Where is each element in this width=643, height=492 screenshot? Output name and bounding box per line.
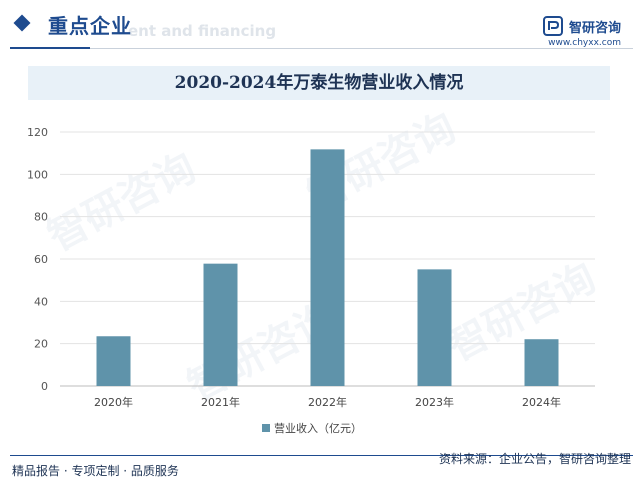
legend-label: 营业收入（亿元） <box>274 421 362 435</box>
x-tick-label: 2020年 <box>94 395 133 409</box>
header-divider <box>10 48 633 49</box>
y-tick-label: 80 <box>34 211 48 224</box>
brand-name: 智研咨询 <box>568 20 621 36</box>
y-tick-label: 60 <box>34 253 48 266</box>
bar <box>310 149 345 386</box>
footer-tagline: 精品报告 · 专项定制 · 品质服务 <box>12 464 179 478</box>
x-tick-label: 2024年 <box>522 395 561 409</box>
y-tick-label: 100 <box>27 168 48 181</box>
bar <box>203 263 238 386</box>
brand: 智研咨询 <box>542 16 621 36</box>
bar <box>96 336 131 386</box>
header: ent and financing 重点企业 智研咨询 www.chyxx.co… <box>0 0 643 52</box>
bar <box>417 269 452 386</box>
y-tick-label: 20 <box>34 338 48 351</box>
x-tick-label: 2022年 <box>308 395 347 409</box>
brand-url: www.chyxx.com <box>548 38 621 48</box>
header-divider-accent <box>10 47 90 49</box>
section-subtitle: ent and financing <box>128 22 277 40</box>
x-tick-label: 2023年 <box>415 395 454 409</box>
section-title: 重点企业 <box>48 14 132 38</box>
chart-title: 2020-2024年万泰生物营业收入情况 <box>174 73 464 93</box>
brand-logo-icon <box>542 16 563 36</box>
y-tick-label: 0 <box>41 380 48 393</box>
legend-swatch <box>262 424 270 432</box>
x-tick-label: 2021年 <box>201 395 240 409</box>
footer-source: 资料来源：企业公告，智研咨询整理 <box>438 452 631 466</box>
bar <box>524 339 559 386</box>
footer-divider <box>10 455 633 456</box>
y-tick-label: 40 <box>34 295 48 308</box>
chart-title-band: 2020-2024年万泰生物营业收入情况 <box>28 66 610 100</box>
y-tick-label: 120 <box>27 126 48 139</box>
